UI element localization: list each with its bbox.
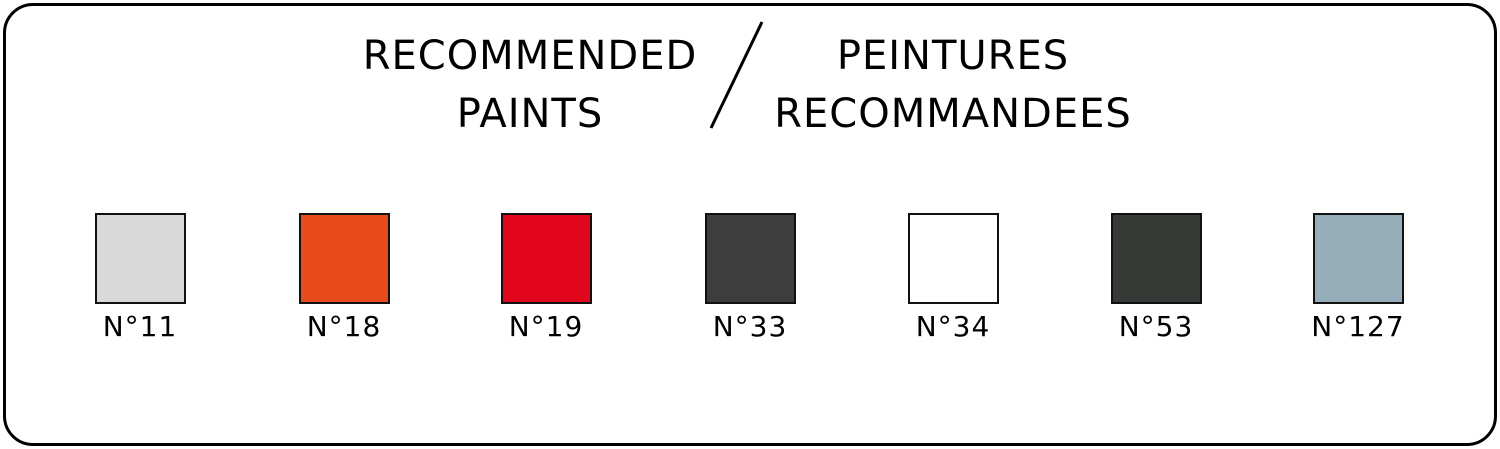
paint-swatch: [705, 213, 796, 304]
paint-number-label: N°18: [306, 310, 382, 343]
paint-swatch: [501, 213, 592, 304]
paint-number-label: N°127: [1311, 310, 1405, 343]
paint-number-label: N°33: [712, 310, 788, 343]
paint-number-label: N°11: [102, 310, 178, 343]
title-fr-line1: PEINTURES: [836, 33, 1070, 79]
title-fr-line2: RECOMMANDEES: [774, 91, 1132, 137]
paint-number-label: N°53: [1118, 310, 1194, 343]
title-en-line1: RECOMMENDED: [362, 33, 698, 79]
title-en-line2: PAINTS: [456, 91, 604, 137]
paint-swatch: [1111, 213, 1202, 304]
paint-number-label: N°19: [508, 310, 584, 343]
paint-swatch: [1313, 213, 1404, 304]
paint-number-label: N°34: [915, 310, 991, 343]
paint-swatch: [908, 213, 999, 304]
paint-swatch: [299, 213, 390, 304]
panel-border: [3, 3, 1497, 446]
paint-swatch: [95, 213, 186, 304]
